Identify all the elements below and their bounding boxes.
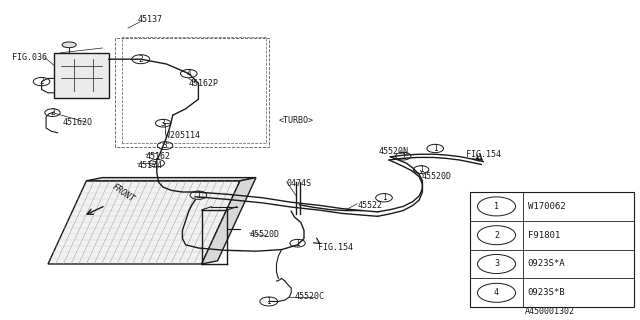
Text: 1: 1: [295, 239, 300, 248]
Text: <TURBO>: <TURBO>: [278, 116, 314, 124]
Text: 1: 1: [419, 165, 424, 174]
Text: FIG.036: FIG.036: [12, 53, 47, 62]
Text: 45162: 45162: [146, 152, 171, 161]
Text: W170062: W170062: [528, 202, 565, 211]
Bar: [470, 192, 634, 307]
Text: 2: 2: [39, 77, 44, 86]
Ellipse shape: [62, 42, 76, 48]
Text: 1: 1: [433, 144, 438, 153]
Text: 2: 2: [494, 231, 499, 240]
Text: 0923S*A: 0923S*A: [528, 260, 565, 268]
Bar: [54, 53, 109, 98]
Polygon shape: [48, 181, 240, 264]
Text: 3: 3: [161, 119, 166, 128]
Text: W205114: W205114: [165, 131, 200, 140]
Text: 2: 2: [50, 108, 55, 117]
Text: 45137: 45137: [138, 15, 163, 24]
Text: 1: 1: [494, 202, 499, 211]
Text: FRONT: FRONT: [110, 182, 136, 204]
Text: 45520D: 45520D: [250, 230, 280, 239]
Text: FIG.154: FIG.154: [466, 150, 501, 159]
Text: 0474S: 0474S: [287, 179, 312, 188]
Polygon shape: [86, 178, 256, 181]
Text: A450001302: A450001302: [525, 308, 575, 316]
Text: 45520D: 45520D: [421, 172, 451, 181]
Text: 45520N: 45520N: [379, 147, 409, 156]
Text: 45522: 45522: [357, 201, 382, 210]
Text: 1: 1: [266, 297, 271, 306]
Text: 1: 1: [401, 152, 406, 161]
Text: 2: 2: [138, 55, 143, 64]
Text: 45174: 45174: [138, 161, 163, 170]
Text: 0923S*B: 0923S*B: [528, 288, 565, 297]
Text: 1: 1: [196, 191, 201, 200]
Text: FIG.154: FIG.154: [318, 243, 353, 252]
Text: 3: 3: [494, 260, 499, 268]
Text: 45162O: 45162O: [63, 118, 93, 127]
Text: 4: 4: [186, 69, 191, 78]
Text: 45162P: 45162P: [189, 79, 219, 88]
Text: 4: 4: [494, 288, 499, 297]
Text: F91801: F91801: [528, 231, 560, 240]
Polygon shape: [202, 178, 256, 264]
Text: 45520C: 45520C: [294, 292, 324, 301]
Text: 1: 1: [381, 193, 387, 202]
Text: 3: 3: [163, 141, 168, 150]
